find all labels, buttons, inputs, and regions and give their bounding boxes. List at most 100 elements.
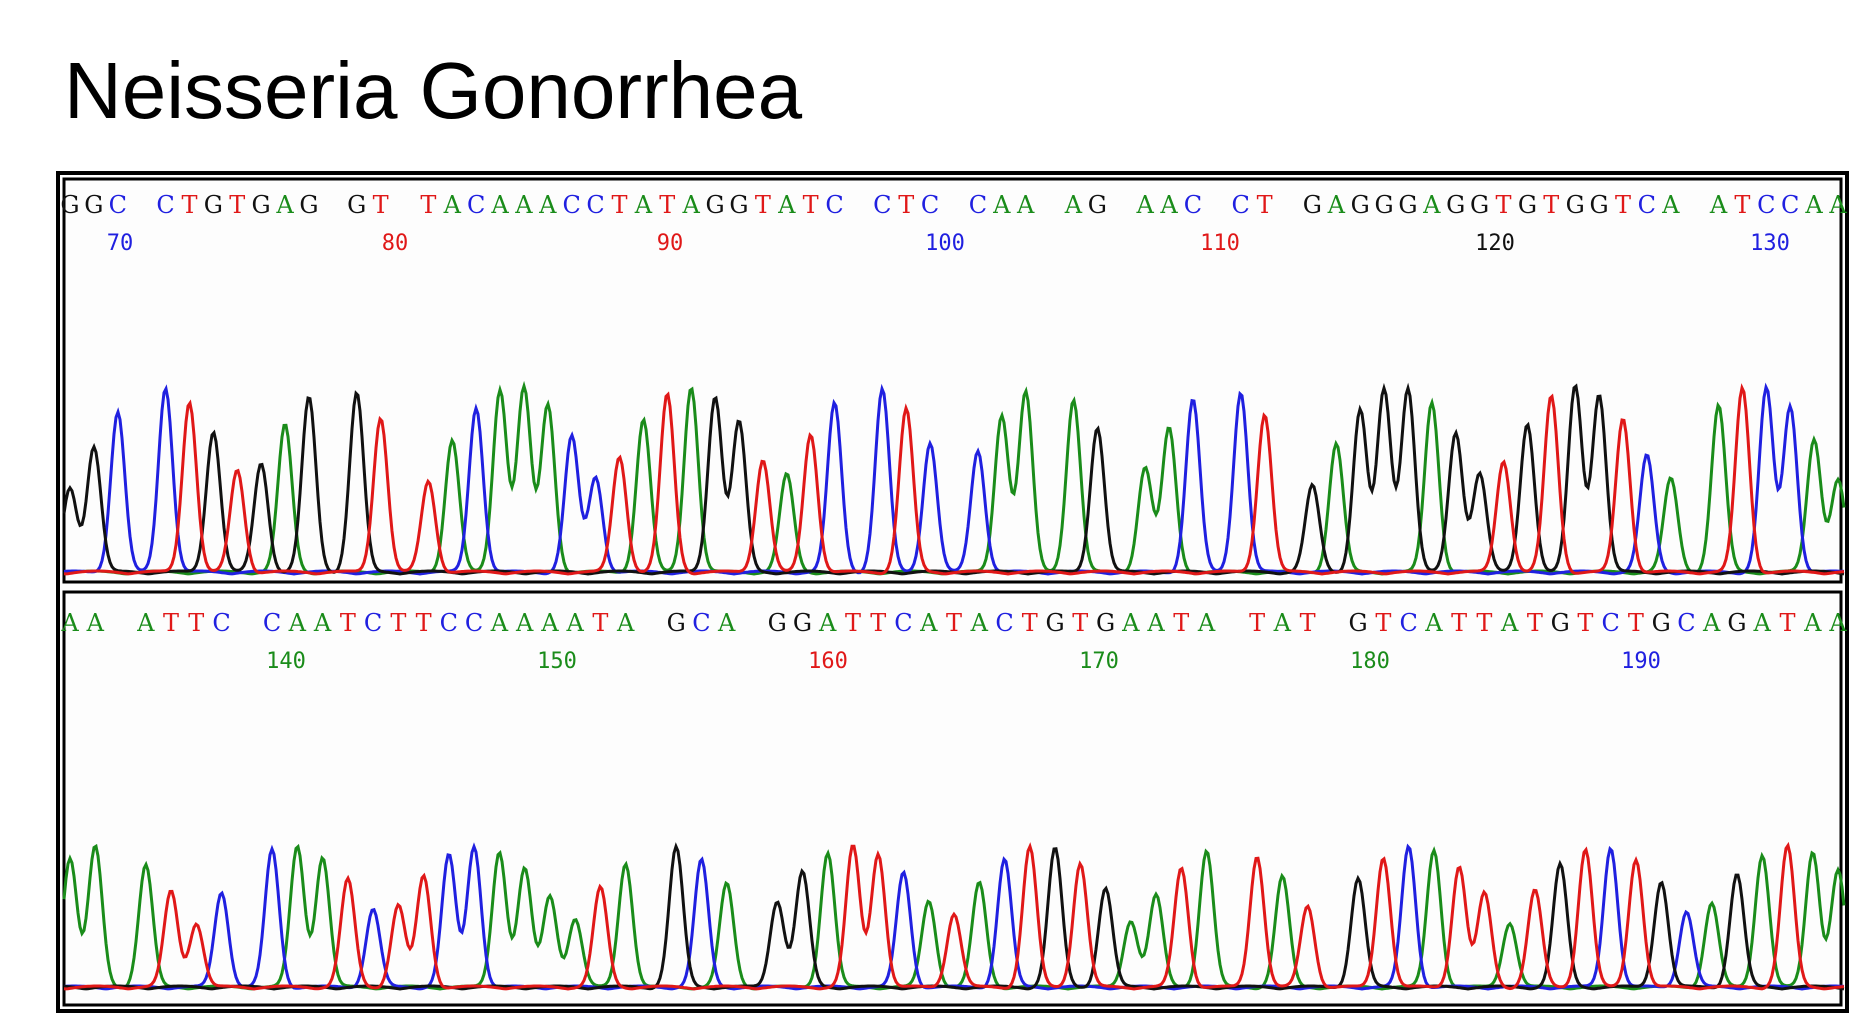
base-letter: C [1184, 191, 1202, 219]
base-letter: C [873, 191, 891, 219]
base-letter: A [136, 609, 155, 637]
base-letter: G [252, 191, 271, 219]
base-letter: C [1757, 191, 1775, 219]
base-letter: A [275, 191, 294, 219]
base-letter: G [1349, 609, 1368, 637]
base-letter: A [1327, 191, 1346, 219]
position-label: 100 [925, 231, 965, 256]
base-letter: A [818, 609, 837, 637]
base-letter: A [1135, 191, 1154, 219]
base-letter: T [416, 609, 432, 637]
base-letter: T [229, 191, 245, 219]
base-letter: G [1446, 191, 1465, 219]
base-letter: T [1779, 609, 1795, 637]
base-letter: A [1661, 191, 1680, 219]
base-letter: G [1727, 609, 1746, 637]
base-letter: C [212, 609, 230, 637]
position-label: 150 [537, 649, 577, 674]
base-letter: T [1451, 609, 1467, 637]
base-letter: T [1577, 609, 1593, 637]
position-label: 170 [1079, 649, 1119, 674]
base-letter: A [1828, 609, 1847, 637]
base-letter: T [898, 191, 914, 219]
position-label: 130 [1750, 231, 1790, 256]
panel-frame [62, 590, 1843, 1007]
base-letter: A [1500, 609, 1519, 637]
base-letter: T [1476, 609, 1492, 637]
position-label: 110 [1200, 231, 1240, 256]
base-letter: A [1424, 609, 1443, 637]
position-label: 180 [1350, 649, 1390, 674]
base-letter: C [825, 191, 843, 219]
base-letter: T [592, 609, 608, 637]
base-letter: A [1064, 191, 1083, 219]
base-letter: C [364, 609, 382, 637]
base-letter: A [313, 609, 332, 637]
base-letter: A [1146, 609, 1165, 637]
position-label: 80 [382, 231, 409, 256]
base-letter: T [1072, 609, 1088, 637]
base-letter: T [1257, 191, 1273, 219]
position-label: 190 [1621, 649, 1661, 674]
base-letter: T [1022, 609, 1038, 637]
base-letter: A [1016, 191, 1035, 219]
base-letter: C [440, 609, 458, 637]
base-letter: C [969, 191, 987, 219]
base-letter: T [1615, 191, 1631, 219]
base-letter: T [659, 191, 675, 219]
base-letter: A [1803, 609, 1822, 637]
base-letter: A [565, 609, 584, 637]
base-letter: G [299, 191, 318, 219]
base-letter: G [1303, 191, 1322, 219]
base-letter: C [263, 609, 281, 637]
base-letter: A [1709, 191, 1728, 219]
base-letter: C [692, 609, 710, 637]
base-letter: A [1197, 609, 1216, 637]
base-letter: T [390, 609, 406, 637]
base-letter: T [1527, 609, 1543, 637]
base-letter: G [1566, 191, 1585, 219]
base-letter: G [1652, 609, 1671, 637]
base-letter: T [1375, 609, 1391, 637]
base-letter: A [1422, 191, 1441, 219]
trace [63, 382, 1845, 576]
base-letter: A [490, 191, 509, 219]
base-letter: T [420, 191, 436, 219]
base-letter: A [634, 191, 653, 219]
base-letter: A [1804, 191, 1823, 219]
base-letter: G [1096, 609, 1115, 637]
base-letter: T [803, 191, 819, 219]
base-letter: T [946, 609, 962, 637]
base-letter: T [755, 191, 771, 219]
base-letter: A [682, 191, 701, 219]
position-label: 140 [266, 649, 306, 674]
position-label: 120 [1475, 231, 1515, 256]
base-letter: C [894, 609, 912, 637]
base-letter: T [340, 609, 356, 637]
base-letter: G [768, 609, 787, 637]
base-letter: T [845, 609, 861, 637]
base-letter: A [288, 609, 307, 637]
base-letter: G [347, 191, 366, 219]
base-letter: A [1828, 191, 1847, 219]
base-letter: C [156, 191, 174, 219]
base-letter: T [1628, 609, 1644, 637]
base-letter: C [563, 191, 581, 219]
base-letter: G [705, 191, 724, 219]
base-letter: G [1589, 191, 1608, 219]
base-letter: A [717, 609, 736, 637]
base-letter: A [970, 609, 989, 637]
outer-frame [56, 171, 1849, 1013]
base-letter: T [1496, 191, 1512, 219]
base-letter: A [1753, 609, 1772, 637]
base-letter: G [60, 191, 79, 219]
base-letter: A [538, 191, 557, 219]
base-letter: C [467, 191, 485, 219]
base-letter: G [667, 609, 686, 637]
base-letter: G [793, 609, 812, 637]
base-letter: C [1781, 191, 1799, 219]
base-letter: G [1045, 609, 1064, 637]
title: Neisseria Gonorrhea [64, 46, 803, 135]
